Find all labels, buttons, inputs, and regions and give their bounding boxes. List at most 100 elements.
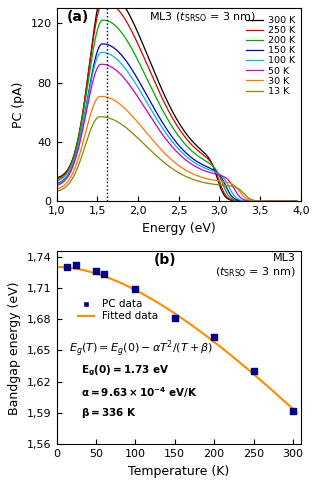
50 K	[262, 198, 266, 204]
250 K	[237, 198, 241, 204]
250 K	[262, 198, 266, 204]
300 K	[69, 160, 73, 166]
150 K	[208, 165, 212, 171]
Point	[290, 407, 295, 415]
300 K	[262, 198, 266, 204]
200 K	[194, 152, 198, 157]
Line: 13 K: 13 K	[57, 117, 297, 201]
30 K	[99, 93, 103, 99]
50 K	[55, 183, 59, 189]
30 K	[201, 174, 204, 180]
Line: 250 K: 250 K	[57, 1, 297, 201]
200 K	[69, 162, 73, 168]
Point	[93, 267, 99, 275]
100 K	[201, 164, 204, 170]
Text: (b): (b)	[154, 253, 177, 267]
150 K	[201, 162, 204, 168]
100 K	[237, 197, 241, 203]
X-axis label: Temperature (K): Temperature (K)	[128, 465, 229, 478]
300 K	[295, 198, 299, 204]
150 K	[194, 158, 198, 164]
50 K	[201, 167, 204, 173]
Y-axis label: Bandgap energy (eV): Bandgap energy (eV)	[8, 281, 21, 415]
Point	[64, 263, 69, 271]
13 K	[201, 179, 204, 185]
30 K	[208, 176, 212, 182]
150 K	[55, 181, 59, 187]
Legend: PC data, Fitted data: PC data, Fitted data	[74, 295, 162, 326]
300 K	[208, 157, 212, 163]
30 K	[194, 173, 198, 178]
150 K	[262, 198, 266, 204]
50 K	[69, 168, 73, 174]
200 K	[55, 178, 59, 184]
13 K	[237, 186, 241, 192]
Line: 300 K: 300 K	[57, 0, 297, 201]
13 K	[69, 177, 73, 183]
250 K	[102, 0, 106, 4]
Point	[211, 333, 217, 341]
200 K	[237, 198, 241, 204]
Point	[133, 285, 138, 293]
Line: 200 K: 200 K	[57, 20, 297, 201]
100 K	[262, 198, 266, 204]
250 K	[55, 176, 59, 182]
Text: (a): (a)	[66, 10, 88, 24]
Line: 30 K: 30 K	[57, 96, 297, 201]
250 K	[295, 198, 299, 204]
100 K	[100, 50, 104, 55]
100 K	[208, 167, 212, 173]
30 K	[262, 198, 266, 204]
Text: $E_g(T)=E_g(0)-\alpha T^2/(T+\beta)$: $E_g(T)=E_g(0)-\alpha T^2/(T+\beta)$	[69, 338, 213, 359]
300 K	[55, 175, 59, 181]
Point	[101, 270, 106, 278]
Line: 50 K: 50 K	[57, 64, 297, 201]
13 K	[194, 177, 198, 183]
50 K	[194, 164, 198, 170]
250 K	[194, 146, 198, 152]
150 K	[237, 197, 241, 203]
150 K	[295, 198, 299, 204]
200 K	[295, 198, 299, 204]
30 K	[69, 174, 73, 179]
250 K	[201, 152, 204, 157]
100 K	[194, 161, 198, 167]
X-axis label: Energy (eV): Energy (eV)	[142, 222, 216, 235]
200 K	[201, 156, 204, 162]
300 K	[201, 148, 204, 154]
50 K	[237, 193, 241, 199]
Point	[251, 367, 256, 375]
30 K	[295, 198, 299, 204]
13 K	[262, 198, 266, 204]
200 K	[208, 161, 212, 167]
50 K	[295, 198, 299, 204]
Point	[172, 314, 177, 322]
Point	[74, 261, 79, 269]
Line: 100 K: 100 K	[57, 52, 297, 201]
250 K	[69, 160, 73, 166]
250 K	[208, 158, 212, 164]
200 K	[262, 198, 266, 204]
300 K	[237, 198, 241, 204]
13 K	[99, 114, 102, 120]
100 K	[69, 166, 73, 172]
Text: ML3 ($t_{\rm SRSO}$ = 3 nm): ML3 ($t_{\rm SRSO}$ = 3 nm)	[149, 10, 257, 24]
Legend: 300 K, 250 K, 200 K, 150 K, 100 K, 50 K, 30 K, 13 K: 300 K, 250 K, 200 K, 150 K, 100 K, 50 K,…	[242, 12, 299, 100]
50 K	[208, 170, 212, 175]
100 K	[295, 198, 299, 204]
30 K	[237, 188, 241, 193]
50 K	[100, 61, 104, 67]
Line: 150 K: 150 K	[57, 44, 297, 201]
13 K	[295, 198, 299, 204]
Text: $\mathbf{E_g(0) = 1.73\ eV}$
$\mathbf{\alpha = 9.63 \times 10^{-4}\ eV/K}$
$\mat: $\mathbf{E_g(0) = 1.73\ eV}$ $\mathbf{\a…	[81, 363, 198, 419]
Y-axis label: PC (pA): PC (pA)	[12, 82, 25, 128]
Text: ML3
($t_{\rm SRSO}$ = 3 nm): ML3 ($t_{\rm SRSO}$ = 3 nm)	[215, 253, 296, 279]
150 K	[69, 166, 73, 172]
13 K	[55, 189, 59, 194]
13 K	[208, 181, 212, 187]
150 K	[101, 41, 105, 47]
200 K	[101, 17, 105, 23]
300 K	[194, 142, 198, 148]
30 K	[55, 186, 59, 192]
100 K	[55, 181, 59, 187]
